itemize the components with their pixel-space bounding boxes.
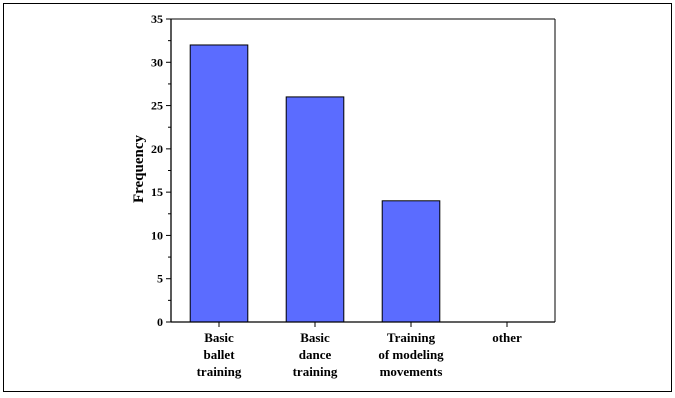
figure-frame: 0 5 10 15 20 25 30 35 Basic ballet training Basic d… bbox=[3, 3, 672, 392]
y-tick-label-35: 35 bbox=[151, 12, 163, 26]
bar-2 bbox=[381, 200, 441, 323]
bar-chart: 0 5 10 15 20 25 30 35 Basic ballet training Basic d… bbox=[131, 12, 556, 379]
x-tick-label-line: of modeling bbox=[378, 347, 444, 362]
x-tick-label-line: Basic bbox=[204, 330, 234, 345]
x-tick-label-line: other bbox=[492, 330, 522, 345]
y-axis-title: Frequency bbox=[131, 134, 147, 203]
y-tick-label-30: 30 bbox=[151, 55, 163, 69]
y-tick-label-0: 0 bbox=[157, 315, 163, 329]
x-tick-label-line: training bbox=[293, 364, 338, 379]
y-tick-label-10: 10 bbox=[151, 228, 163, 242]
x-tick-label-3: other bbox=[492, 330, 522, 345]
x-tick-label-2: Training of modeling movements bbox=[378, 330, 444, 379]
y-tick-label-5: 5 bbox=[157, 272, 163, 286]
bar-0 bbox=[189, 44, 249, 323]
x-tick-label-line: movements bbox=[380, 364, 443, 379]
x-tick-label-0: Basic ballet training bbox=[197, 330, 242, 379]
x-tick-label-line: Training bbox=[387, 330, 436, 345]
y-tick-label-15: 15 bbox=[151, 185, 163, 199]
x-tick-label-1: Basic dance training bbox=[293, 330, 338, 379]
x-tick-label-line: Basic bbox=[300, 330, 330, 345]
x-tick-label-line: dance bbox=[299, 347, 332, 362]
x-tick-label-line: training bbox=[197, 364, 242, 379]
x-tick-label-line: ballet bbox=[203, 347, 235, 362]
y-tick-label-20: 20 bbox=[151, 142, 163, 156]
bar-1 bbox=[285, 96, 345, 323]
y-tick-label-25: 25 bbox=[151, 99, 163, 113]
